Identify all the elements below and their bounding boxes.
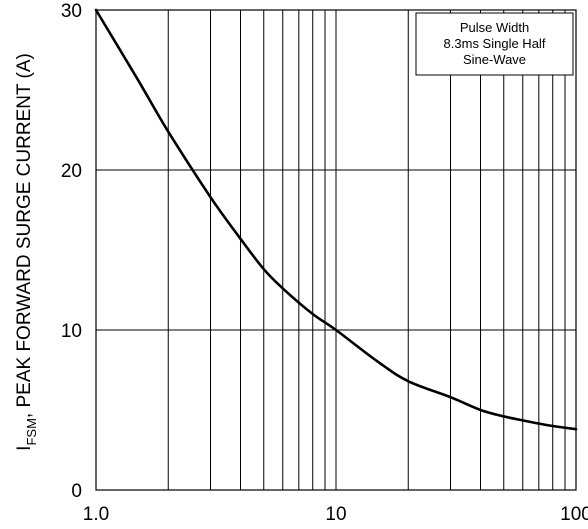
- plot-frame: [95, 9, 577, 491]
- surge-current-curve: [94, 8, 578, 431]
- y-tick-label: 0: [71, 481, 82, 502]
- y-axis-text: , PEAK FORWARD SURGE CURRENT (A): [14, 53, 35, 418]
- y-tick-label: 10: [61, 321, 82, 342]
- note-line-1: Pulse Width: [460, 20, 529, 35]
- y-tick-label: 30: [61, 1, 82, 22]
- x-tick-label: 10: [325, 504, 346, 525]
- x-tick-label: 100: [560, 504, 588, 525]
- note-line-3: Sine-Wave: [463, 52, 526, 67]
- x-tick-label: 1.0: [83, 504, 109, 525]
- y-axis-title: IFSM, PEAK FORWARD SURGE CURRENT (A): [14, 53, 39, 451]
- note-line-2: 8.3ms Single Half: [444, 36, 546, 51]
- y-axis-subscript: FSM: [24, 418, 39, 445]
- y-tick-label: 20: [61, 161, 82, 182]
- grid-lines: [96, 10, 576, 490]
- x-tick-labels: 1.0 10 100: [83, 504, 588, 525]
- y-tick-labels: 0 10 20 30: [61, 1, 82, 502]
- y-axis-symbol: I: [14, 446, 35, 451]
- pulse-width-note: Pulse Width 8.3ms Single Half Sine-Wave: [415, 12, 574, 76]
